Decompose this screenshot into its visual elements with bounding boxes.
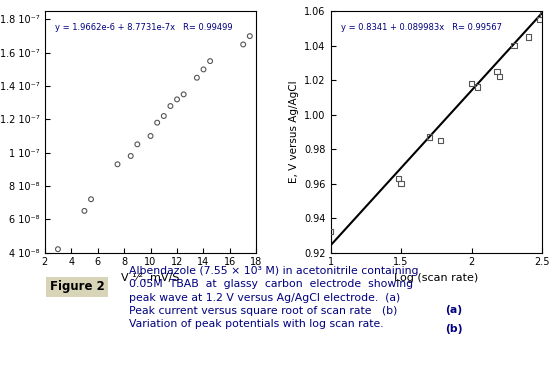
X-axis label: V ¹⁄², mV/S: V ¹⁄², mV/S — [121, 273, 180, 283]
Point — [510, 43, 519, 49]
Point — [133, 141, 142, 147]
Point — [153, 120, 162, 126]
Point — [467, 81, 476, 87]
Text: (b): (b) — [445, 324, 463, 334]
Point — [495, 74, 504, 80]
Point — [397, 180, 406, 186]
Point — [425, 134, 434, 140]
Point — [199, 67, 208, 73]
X-axis label: Log (scan rate): Log (scan rate) — [394, 273, 479, 283]
Point — [54, 246, 63, 252]
Point — [166, 103, 175, 109]
Point — [206, 58, 215, 64]
Point — [87, 196, 96, 202]
Point — [113, 161, 122, 167]
Text: y = 1.9662e-6 + 8.7731e-7x   R= 0.99499: y = 1.9662e-6 + 8.7731e-7x R= 0.99499 — [55, 23, 233, 32]
Text: Albendazole (7.55 × 10³ M) in acetonitrile containing
0.05M  TBAB  at  glassy  c: Albendazole (7.55 × 10³ M) in acetonitri… — [129, 266, 419, 329]
Point — [126, 153, 135, 159]
Text: Figure 2: Figure 2 — [50, 280, 105, 294]
Point — [436, 138, 445, 144]
Point — [179, 92, 188, 97]
Point — [245, 33, 254, 39]
Point — [173, 96, 182, 102]
Point — [492, 68, 501, 74]
Y-axis label: E, V versus Ag/AgCl: E, V versus Ag/AgCl — [288, 80, 299, 183]
Point — [192, 75, 201, 81]
Text: (a): (a) — [445, 305, 462, 315]
Point — [538, 12, 547, 17]
Point — [146, 133, 155, 139]
Point — [80, 208, 89, 214]
Point — [326, 229, 335, 235]
Point — [394, 176, 402, 182]
Point — [159, 113, 168, 119]
Text: y = 0.8341 + 0.089983x   R= 0.99567: y = 0.8341 + 0.089983x R= 0.99567 — [341, 23, 502, 32]
Point — [473, 84, 482, 90]
Point — [535, 17, 544, 23]
Point — [239, 41, 248, 47]
Point — [524, 34, 533, 40]
